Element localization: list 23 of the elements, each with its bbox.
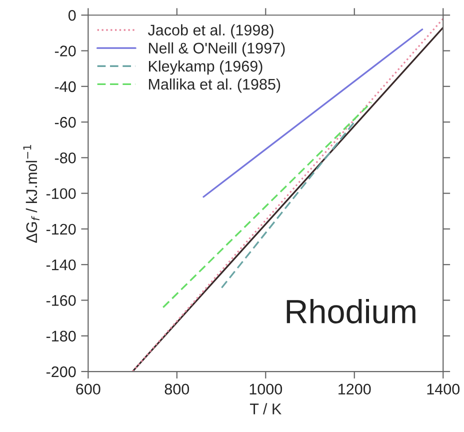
y-tick-label: -180 [46,330,76,342]
x-tick-label: 800 [164,384,190,395]
y-tick-label: -140 [46,259,76,270]
y-tick-label: -100 [46,188,76,200]
y-tick-label: -80 [54,152,76,164]
x-tick-label: 1000 [250,384,282,395]
legend-label: Kleykamp (1969) [148,60,262,75]
y-tick-label: -200 [46,366,76,378]
y-tick-label: -40 [54,81,76,92]
x-tick-label: 1400 [427,384,460,395]
y-tick-label: -20 [54,46,76,56]
y-tick-label: -60 [54,116,76,128]
annotation: Rhodium [286,298,416,324]
y-tick-label: 0 [68,10,76,21]
legend-label: Jacob et al. (1998) [148,24,274,39]
x-tick-label: 1200 [338,384,371,395]
y-tick-label: -120 [46,224,76,235]
y-axis-title: ΔG$_{f}$ / kJ.mol$^{−1}$ [23,144,40,243]
legend-label: Mallika et al. (1985) [148,78,280,93]
x-axis-title: T / K [250,403,282,414]
x-tick-label: 600 [76,384,100,395]
y-tick-label: -160 [46,295,76,306]
legend-label: Nell & O'Neill (1997) [148,42,285,57]
